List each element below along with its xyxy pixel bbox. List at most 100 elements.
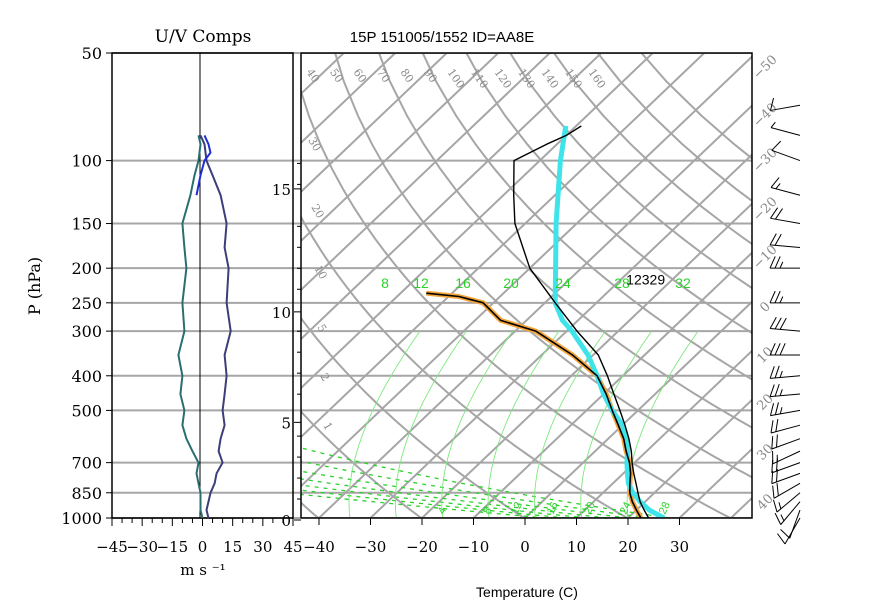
pressure-tick-label: 150 xyxy=(71,215,102,234)
height-annotation: 12329 xyxy=(626,271,665,287)
theta-label: 130 xyxy=(515,66,538,91)
temperature-tick-label: 20 xyxy=(618,538,637,556)
isotherm-label: 20 xyxy=(754,391,776,413)
mixing-ratio-line xyxy=(394,330,467,518)
temperature-axis-label: Temperature (C) xyxy=(476,584,578,600)
pressure-tick-label: 850 xyxy=(71,484,102,503)
isotherm xyxy=(783,53,887,518)
isotherm xyxy=(421,202,752,518)
wind-barb-flag xyxy=(769,343,776,356)
wind-barb-flag xyxy=(769,366,775,379)
wind-barb-shaft xyxy=(770,375,801,379)
height-tick-label: 0 xyxy=(281,512,291,530)
wind-barb-flag xyxy=(776,483,779,496)
wind-barb-flag xyxy=(777,533,786,545)
dry-adiabat xyxy=(301,214,630,518)
isotherm xyxy=(301,53,551,292)
wind-barb-flag xyxy=(774,256,781,269)
dry-adiabat xyxy=(334,53,752,479)
temperature-axis: −40 −30 −20 −10 0 10 20 30 xyxy=(303,518,689,556)
mixing-ratio-line xyxy=(626,330,699,518)
wind-panel-frame xyxy=(111,52,294,519)
temperature-tick-label: 0 xyxy=(520,538,530,556)
theta-label: 40 xyxy=(304,66,323,85)
skewt-profiles xyxy=(426,125,666,518)
wind-barb-flag xyxy=(774,208,783,220)
skewt-panel: 15P 151005/1552 ID=AA8E 40 50 60 70 80 90 100 1… xyxy=(272,29,887,600)
mixing-ratio-line xyxy=(533,330,606,518)
pressure-tick-label: 200 xyxy=(71,259,102,278)
wind-components-panel: U/V Comps 501001502002503004005007008501… xyxy=(25,27,303,579)
wind-barb-flag xyxy=(779,317,787,330)
wind-barb-flag xyxy=(770,420,774,434)
pressure-tick-label: 250 xyxy=(71,294,102,313)
dry-adiabat xyxy=(301,316,527,518)
moist-adiabat xyxy=(301,489,567,518)
isotherm xyxy=(472,251,752,518)
isotherm xyxy=(524,300,752,518)
mixing-ratio-label: 32 xyxy=(675,275,691,291)
temperature-tick-label: −20 xyxy=(406,538,438,556)
wind-barb-shaft xyxy=(770,217,801,225)
wind-barb-flag xyxy=(779,261,784,269)
wind-barb-flag xyxy=(774,383,780,397)
temperature-tick-label: −10 xyxy=(458,538,490,556)
parcel-trace-highlight xyxy=(552,125,666,518)
wind-x-axis: −45−30−15 0 15 30 45 xyxy=(96,518,303,556)
theta-label: 50 xyxy=(327,66,346,85)
wind-barb-flag xyxy=(769,256,776,269)
dry-adiabat xyxy=(377,53,752,429)
mixing-ratio-label: 24 xyxy=(555,275,571,291)
height-tick-label: 5 xyxy=(281,414,291,432)
wind-x-tick-label: 30 xyxy=(253,538,272,556)
moist-adiabat-label: 28 xyxy=(657,500,673,516)
isotherm xyxy=(575,349,752,518)
wind-barb-flag xyxy=(774,233,782,246)
moist-adiabat-label: 4 xyxy=(436,506,449,517)
theta-label: 160 xyxy=(586,66,609,91)
wind-barb-flag xyxy=(773,499,778,513)
wind-barb-flag xyxy=(771,436,774,450)
wind-barb-flag xyxy=(771,140,782,151)
temperature-tick-label: 10 xyxy=(567,538,586,556)
isotherm xyxy=(301,55,752,488)
mixing-ratio-label: 20 xyxy=(503,275,519,291)
wind-barb-shaft xyxy=(776,492,801,513)
wind-x-tick-label: −30 xyxy=(126,538,158,556)
wind-barb-flag xyxy=(770,177,780,188)
mixing-ratio-label: 8 xyxy=(381,275,389,291)
wind-barb-flag xyxy=(770,121,776,128)
isotherm xyxy=(318,104,752,518)
wind-component-line-2 xyxy=(199,134,232,519)
wind-barb-shaft xyxy=(770,424,801,434)
mixing-ratio-line xyxy=(441,330,514,518)
skewt-grid xyxy=(301,53,887,518)
pressure-tick-label: 500 xyxy=(71,401,102,420)
theta-label: 80 xyxy=(398,66,417,85)
moist-adiabat-label: 8 xyxy=(481,506,494,517)
wind-x-tick-label: −15 xyxy=(157,538,189,556)
moist-adiabat xyxy=(301,478,608,518)
theta-label: 60 xyxy=(351,66,370,85)
moist-adiabat xyxy=(301,460,649,518)
isotherm-label: −30 xyxy=(751,146,781,176)
dry-adiabat xyxy=(421,53,752,381)
wind-panel-title: U/V Comps xyxy=(155,27,252,47)
wind-component-line-1 xyxy=(177,135,204,519)
isotherm-label: 30 xyxy=(754,441,776,463)
isotherm xyxy=(301,53,345,96)
wind-x-tick-label: 45 xyxy=(283,538,302,556)
moist-adiabat-label: 12 xyxy=(509,500,525,516)
moist-adiabat xyxy=(301,447,670,518)
theta-label: 120 xyxy=(492,66,515,91)
mixing-ratio-label: 16 xyxy=(455,275,471,291)
pressure-tick-label: 100 xyxy=(71,152,102,171)
wind-barb-flag xyxy=(775,183,781,190)
height-tick-label: 10 xyxy=(272,304,291,322)
mixing-ratio-line xyxy=(580,330,653,518)
skewt-title: 15P 151005/1552 ID=AA8E xyxy=(350,29,534,46)
wind-barb-flag xyxy=(769,290,776,304)
wind-barb-flag xyxy=(769,317,777,329)
wind-barb-shaft xyxy=(771,438,801,450)
height-tick-label: 15 xyxy=(272,181,291,199)
